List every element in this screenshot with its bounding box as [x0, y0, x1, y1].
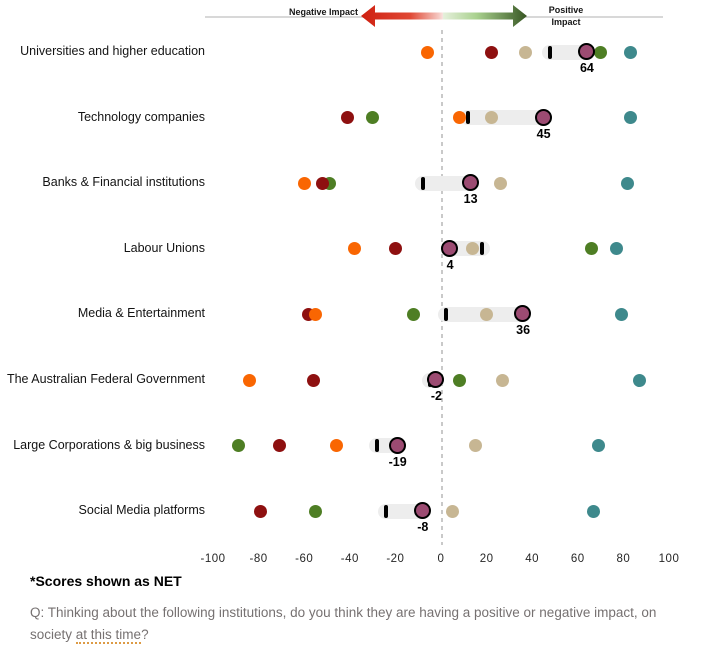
axis-tick-label: -100	[200, 553, 226, 565]
net-value-label: -8	[417, 520, 429, 535]
previous-score-tick	[548, 45, 553, 59]
negative-impact-label: Negative Impact	[288, 7, 358, 17]
dot-orange	[309, 307, 323, 321]
scores-note: *Scores shown as NET	[30, 573, 182, 589]
dot-orange	[242, 373, 256, 387]
net-score-dot	[534, 108, 552, 126]
dot-tan	[518, 45, 532, 59]
dot-tan	[445, 504, 459, 518]
net-value-label: -2	[430, 389, 442, 403]
previous-score-tick	[384, 504, 389, 518]
previous-score-tick	[443, 307, 448, 321]
axis-tick-label: 80	[616, 553, 631, 565]
axis-tick-label: 100	[658, 553, 680, 565]
category-label: The Australian Federal Government	[6, 372, 205, 386]
positive-impact-label-line2: Impact	[551, 17, 581, 27]
axis-tick-label: 60	[570, 553, 585, 565]
axis-tick-label: -20	[386, 553, 405, 565]
axis-tick-label: 0	[437, 553, 445, 565]
net-score-dot	[461, 174, 479, 192]
positive-impact-label-line1: Positive	[548, 5, 584, 15]
net-score-dot	[388, 436, 406, 454]
net-value-label: 4	[446, 257, 454, 272]
category-label: Technology companies	[77, 109, 205, 124]
dot-dark-red	[306, 373, 320, 387]
axis-tick-label: -40	[340, 553, 359, 565]
dot-teal	[614, 307, 628, 321]
question-underlined-text: at this time	[75, 627, 142, 644]
net-score-dot	[441, 239, 459, 257]
previous-score-tick	[420, 176, 425, 190]
dot-dark-red	[341, 111, 355, 125]
axis-tick-label: 20	[479, 553, 494, 565]
dot-tan	[480, 307, 494, 321]
category-label: Large Corporations & big business	[13, 437, 205, 452]
dot-orange	[452, 111, 466, 125]
dot-dark-red	[315, 176, 329, 190]
dot-orange	[297, 176, 311, 190]
survey-question: Q: Thinking about the following institut…	[30, 602, 698, 646]
axis-tick-label: -60	[295, 553, 314, 565]
net-value-label: 45	[536, 126, 551, 141]
category-label: Universities and higher education	[20, 44, 205, 58]
dot-dark-red	[484, 45, 498, 59]
positive-impact-arrow	[443, 5, 527, 27]
axis-tick-label: -80	[249, 553, 268, 565]
previous-score-tick	[466, 111, 471, 125]
dot-orange	[347, 242, 361, 256]
net-value-label: 13	[463, 192, 478, 207]
previous-score-tick	[480, 242, 485, 256]
question-text: Q: Thinking about the following institut…	[30, 605, 657, 642]
net-score-dot	[514, 305, 532, 323]
net-score-dot	[413, 502, 431, 520]
positive-impact-label: Positive Impact	[540, 4, 592, 28]
question-punctuation: ?	[141, 627, 149, 642]
previous-score-tick	[375, 439, 380, 453]
dot-green	[366, 111, 380, 125]
dot-dark-red	[254, 504, 268, 518]
dot-tan	[484, 111, 498, 125]
dot-dark-red	[272, 439, 286, 453]
dot-tan	[468, 439, 482, 453]
dot-teal	[587, 504, 601, 518]
dot-teal	[610, 242, 624, 256]
axis-tick-label: 40	[525, 553, 540, 565]
dot-teal	[621, 176, 635, 190]
dot-teal	[591, 439, 605, 453]
negative-impact-arrow	[361, 5, 443, 27]
dot-green	[309, 504, 323, 518]
zero-reference-line	[441, 30, 443, 545]
net-score-dot	[427, 371, 445, 388]
dot-orange	[420, 45, 434, 59]
dot-dark-red	[388, 242, 402, 256]
net-value-label: 64	[579, 61, 594, 75]
dot-tan	[466, 242, 480, 256]
dot-tan	[496, 373, 510, 387]
net-value-label: 36	[516, 323, 531, 338]
dot-tan	[493, 176, 507, 190]
category-label: Banks & Financial institutions	[42, 175, 205, 190]
dot-green	[594, 45, 608, 59]
dot-orange	[329, 439, 343, 453]
dot-teal	[623, 111, 637, 125]
range-bar	[460, 110, 552, 126]
dot-green	[407, 307, 421, 321]
category-label: Social Media platforms	[78, 503, 205, 518]
dot-green	[452, 373, 466, 387]
category-label: Labour Unions	[123, 240, 205, 255]
dot-teal	[632, 373, 646, 387]
dot-teal	[623, 45, 637, 59]
dot-green	[584, 242, 598, 256]
dot-green	[231, 439, 245, 453]
net-score-dot	[577, 43, 595, 60]
net-value-label: -19	[388, 454, 407, 469]
category-label: Media & Entertainment	[77, 306, 205, 321]
